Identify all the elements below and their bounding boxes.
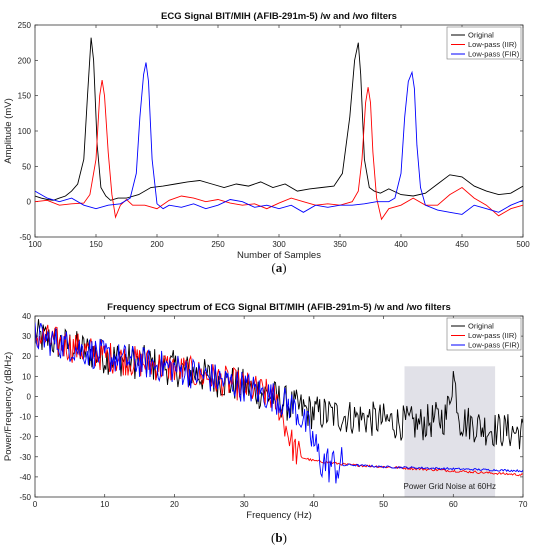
x-tick-label: 300	[272, 240, 286, 249]
series-line-2	[35, 62, 523, 215]
series-line-2	[35, 322, 523, 484]
noise-region	[404, 366, 496, 497]
legend-entry-2: Low-pass (FIR)	[468, 50, 520, 59]
series-group	[35, 319, 523, 484]
ecg-time-chart: ECG Signal BIT/MIH (AFIB-291m-5) /w and …	[3, 11, 530, 275]
x-tick-label: 350	[333, 240, 347, 249]
x-tick-label: 250	[211, 240, 225, 249]
y-tick-label: 30	[22, 332, 31, 341]
plot-area	[34, 315, 524, 498]
legend-entry-0: Original	[468, 322, 494, 331]
legend-entry-1: Low-pass (IIR)	[468, 331, 517, 340]
frequency-spectrum-chart: Frequency spectrum of ECG Signal BIT/MIH…	[3, 302, 528, 545]
x-tick-label: 200	[150, 240, 164, 249]
figure-caption: (b)	[271, 530, 287, 545]
x-axis-label: Frequency (Hz)	[246, 510, 311, 521]
y-tick-label: 50	[22, 162, 31, 171]
y-tick-label: 250	[18, 21, 32, 30]
x-tick-label: 150	[89, 240, 103, 249]
y-tick-label: -40	[19, 473, 31, 482]
series-group	[35, 37, 523, 221]
y-tick-label: -10	[19, 413, 31, 422]
x-axis-label: Number of Samples	[237, 250, 321, 261]
figure-caption: (a)	[271, 260, 286, 275]
x-tick-label: 500	[516, 240, 530, 249]
series-line-0	[35, 37, 523, 201]
x-tick-label: 20	[170, 500, 179, 509]
x-tick-label: 60	[449, 500, 458, 509]
legend-entry-2: Low-pass (FIR)	[468, 341, 520, 350]
y-tick-label: -50	[19, 493, 31, 502]
y-axis-label: Power/Frequency (dB/Hz)	[3, 352, 14, 461]
y-tick-label: 100	[18, 127, 32, 136]
y-tick-label: -30	[19, 453, 31, 462]
series-line-1	[35, 80, 523, 221]
caption-letter: a	[276, 260, 283, 275]
y-axis-label: Amplitude (mV)	[3, 98, 14, 163]
chart-title: Frequency spectrum of ECG Signal BIT/MIH…	[107, 302, 451, 313]
legend-entry-0: Original	[468, 31, 494, 40]
caption-letter: b	[275, 530, 282, 545]
x-tick-label: 10	[100, 500, 109, 509]
x-tick-label: 400	[394, 240, 408, 249]
y-tick-label: 40	[22, 312, 31, 321]
annotation-label: Power Grid Noise at 60Hz	[404, 482, 496, 491]
y-tick-label: -50	[19, 233, 31, 242]
y-tick-label: 10	[22, 372, 31, 381]
y-tick-label: 200	[18, 56, 32, 65]
series-line-1	[35, 324, 523, 477]
x-tick-label: 450	[455, 240, 469, 249]
x-tick-label: 100	[28, 240, 42, 249]
legend-entry-1: Low-pass (IIR)	[468, 40, 517, 49]
x-tick-label: 70	[519, 500, 528, 509]
y-tick-label: 0	[27, 392, 32, 401]
x-tick-label: 50	[379, 500, 388, 509]
y-tick-label: 20	[22, 352, 31, 361]
x-tick-label: 30	[240, 500, 249, 509]
y-tick-label: -20	[19, 433, 31, 442]
x-tick-label: 40	[309, 500, 318, 509]
y-tick-label: 0	[27, 198, 32, 207]
x-tick-label: 0	[33, 500, 38, 509]
y-tick-label: 150	[18, 92, 32, 101]
chart-title: ECG Signal BIT/MIH (AFIB-291m-5) /w and …	[161, 11, 397, 22]
